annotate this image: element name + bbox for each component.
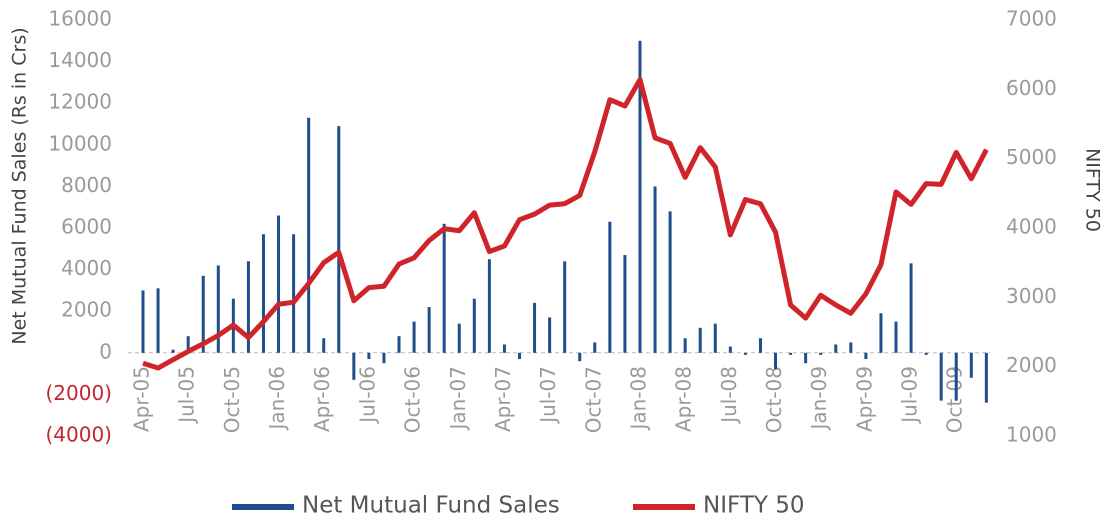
x-tick-label: Apr-09 xyxy=(852,366,876,432)
bar xyxy=(563,261,567,353)
x-tick-label: Oct-08 xyxy=(762,366,786,433)
bar xyxy=(277,215,281,353)
bar xyxy=(774,352,778,370)
y2-tick-label: 7000 xyxy=(1006,7,1057,31)
bar xyxy=(593,342,597,353)
bar xyxy=(834,344,838,353)
bar xyxy=(292,234,296,353)
bar xyxy=(246,261,250,353)
bar xyxy=(608,221,612,353)
bar xyxy=(849,342,853,353)
bar xyxy=(713,323,717,353)
bar xyxy=(683,338,687,353)
x-tick-label: Jan-07 xyxy=(446,366,470,432)
y2-tick-label: 5000 xyxy=(1006,145,1057,169)
bar xyxy=(638,40,642,353)
bar xyxy=(518,352,521,360)
bar xyxy=(743,352,747,355)
bar xyxy=(337,126,341,353)
bar xyxy=(879,313,883,353)
x-tick-label: Jul-05 xyxy=(175,366,199,425)
x-tick-label: Apr-07 xyxy=(491,366,515,432)
y2-tick-label: 4000 xyxy=(1006,215,1057,239)
bar xyxy=(427,307,431,353)
y-axis-label: Net Mutual Fund Sales (Rs in Crs) xyxy=(9,27,31,344)
bar xyxy=(382,352,386,364)
bar xyxy=(367,352,371,360)
x-tick-label: Oct-06 xyxy=(401,366,425,433)
bar xyxy=(909,263,913,353)
bar xyxy=(728,346,732,353)
bar xyxy=(804,352,808,364)
bar xyxy=(307,117,311,353)
bar xyxy=(984,352,988,403)
y-tick-label: 0 xyxy=(99,339,112,363)
x-tick-label: Jul-09 xyxy=(898,366,922,425)
bar xyxy=(472,298,476,353)
x-tick-label: Apr-08 xyxy=(672,366,696,432)
x-tick-label: Apr-06 xyxy=(310,366,334,432)
legend-label: Net Mutual Fund Sales xyxy=(302,493,560,518)
x-tick-label: Jan-06 xyxy=(265,366,289,432)
bar xyxy=(397,336,401,353)
bar xyxy=(668,211,672,353)
y-tick-label: 2000 xyxy=(61,298,112,322)
bar xyxy=(352,352,356,380)
x-tick-label: Jul-07 xyxy=(536,366,560,425)
bar xyxy=(442,223,446,353)
y-tick-label: (4000) xyxy=(45,423,112,447)
bar xyxy=(216,265,220,353)
bar xyxy=(171,349,175,353)
line xyxy=(142,77,989,371)
y2-tick-label: 3000 xyxy=(1006,284,1057,308)
bar xyxy=(864,352,868,360)
x-tick-label: Apr-05 xyxy=(130,366,154,432)
bar xyxy=(457,323,461,353)
y-tick-label: 16000 xyxy=(48,7,112,31)
x-tick-label: Jul-06 xyxy=(355,366,379,425)
bar xyxy=(698,327,702,353)
y2-tick-label: 2000 xyxy=(1006,353,1057,377)
y-tick-label: 4000 xyxy=(61,256,112,280)
x-tick-label: Jan-09 xyxy=(807,366,831,432)
y-tick-label: 12000 xyxy=(48,90,112,114)
y2-tick-label: 6000 xyxy=(1006,76,1057,100)
bar xyxy=(186,336,190,353)
bar xyxy=(548,317,552,353)
y-tick-label: 6000 xyxy=(61,215,112,239)
bar xyxy=(487,259,491,353)
bar xyxy=(623,255,627,353)
bar xyxy=(502,344,506,353)
y2-tick-label: 1000 xyxy=(1006,423,1057,447)
bar xyxy=(894,321,898,353)
bar xyxy=(819,352,823,355)
bar xyxy=(924,352,928,355)
bar xyxy=(412,321,416,353)
bar xyxy=(939,352,943,401)
x-tick-label: Oct-05 xyxy=(220,366,244,433)
bar xyxy=(789,352,793,355)
bar xyxy=(322,338,326,353)
bar xyxy=(261,234,265,353)
bar xyxy=(653,186,657,353)
y2-axis-label: NIFTY 50 xyxy=(1082,148,1104,232)
y-tick-label: 10000 xyxy=(48,131,112,155)
x-tick-label: Jan-08 xyxy=(626,366,650,432)
y-tick-label: (2000) xyxy=(45,381,112,405)
bar xyxy=(758,338,762,353)
x-tick-label: Oct-07 xyxy=(581,366,605,433)
bar xyxy=(533,302,537,353)
bar xyxy=(201,275,205,353)
bar xyxy=(954,352,958,401)
x-tick-label: Jul-08 xyxy=(717,366,741,425)
y-tick-label: 14000 xyxy=(48,48,112,72)
bar xyxy=(578,352,582,362)
legend-label: NIFTY 50 xyxy=(703,493,805,518)
y-tick-label: 8000 xyxy=(61,173,112,197)
bar xyxy=(156,288,160,353)
bar xyxy=(969,352,973,378)
bar xyxy=(141,290,145,353)
